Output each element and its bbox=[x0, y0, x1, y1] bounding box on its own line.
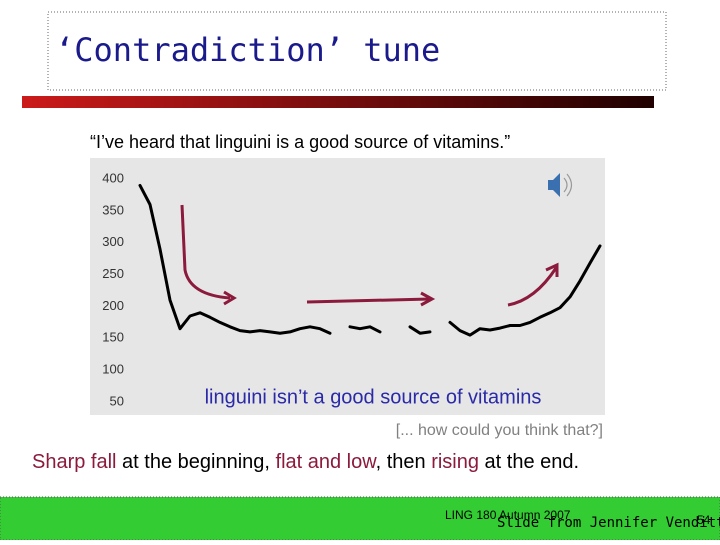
summary-part: , then bbox=[376, 451, 432, 473]
y-tick-label: 250 bbox=[102, 266, 124, 281]
arrow-head bbox=[223, 290, 237, 306]
y-tick-label: 150 bbox=[102, 330, 124, 345]
title-frame bbox=[47, 11, 667, 91]
y-tick-label: 350 bbox=[102, 202, 124, 217]
arrow-head bbox=[420, 291, 436, 307]
arrow-head bbox=[545, 262, 559, 277]
aside: [... how could you think that?] bbox=[396, 422, 603, 439]
arrow-flat bbox=[306, 297, 431, 304]
title-rule bbox=[22, 96, 654, 108]
figure-background bbox=[90, 158, 605, 415]
arrows bbox=[180, 204, 559, 307]
y-tick-label: 100 bbox=[102, 362, 124, 377]
y-tick-label: 200 bbox=[102, 298, 124, 313]
summary: Sharp fall at the beginning, flat and lo… bbox=[32, 451, 579, 473]
pitch-contour bbox=[138, 183, 602, 337]
figure-caption: linguini isn’t a good source of vitamins bbox=[205, 386, 542, 408]
pitch-plot: 400 350 300 250 200 150 100 50 bbox=[102, 170, 602, 408]
summary-part: at the beginning, bbox=[117, 451, 276, 473]
y-tick-label: 400 bbox=[102, 170, 124, 185]
footer-credit: Slide from Jennifer Venditti bbox=[497, 515, 720, 531]
quote: “I’ve heard that linguini is a good sour… bbox=[90, 132, 510, 152]
summary-part: at the end. bbox=[479, 451, 579, 473]
y-tick-label: 300 bbox=[102, 234, 124, 249]
footer-bar bbox=[0, 496, 720, 541]
arrow-fall bbox=[180, 204, 231, 300]
title: ‘Contradiction’ tune bbox=[55, 31, 440, 69]
footer-course: LING 180 Autumn 2007 bbox=[445, 508, 571, 522]
y-tick-label: 50 bbox=[110, 393, 124, 408]
page-number: 54 bbox=[697, 513, 711, 527]
summary-part: Sharp fall bbox=[32, 451, 117, 473]
summary-part: flat and low bbox=[276, 451, 378, 473]
arrow-rise bbox=[507, 267, 558, 307]
summary-part: rising bbox=[431, 451, 479, 473]
speaker-icon bbox=[548, 173, 573, 197]
